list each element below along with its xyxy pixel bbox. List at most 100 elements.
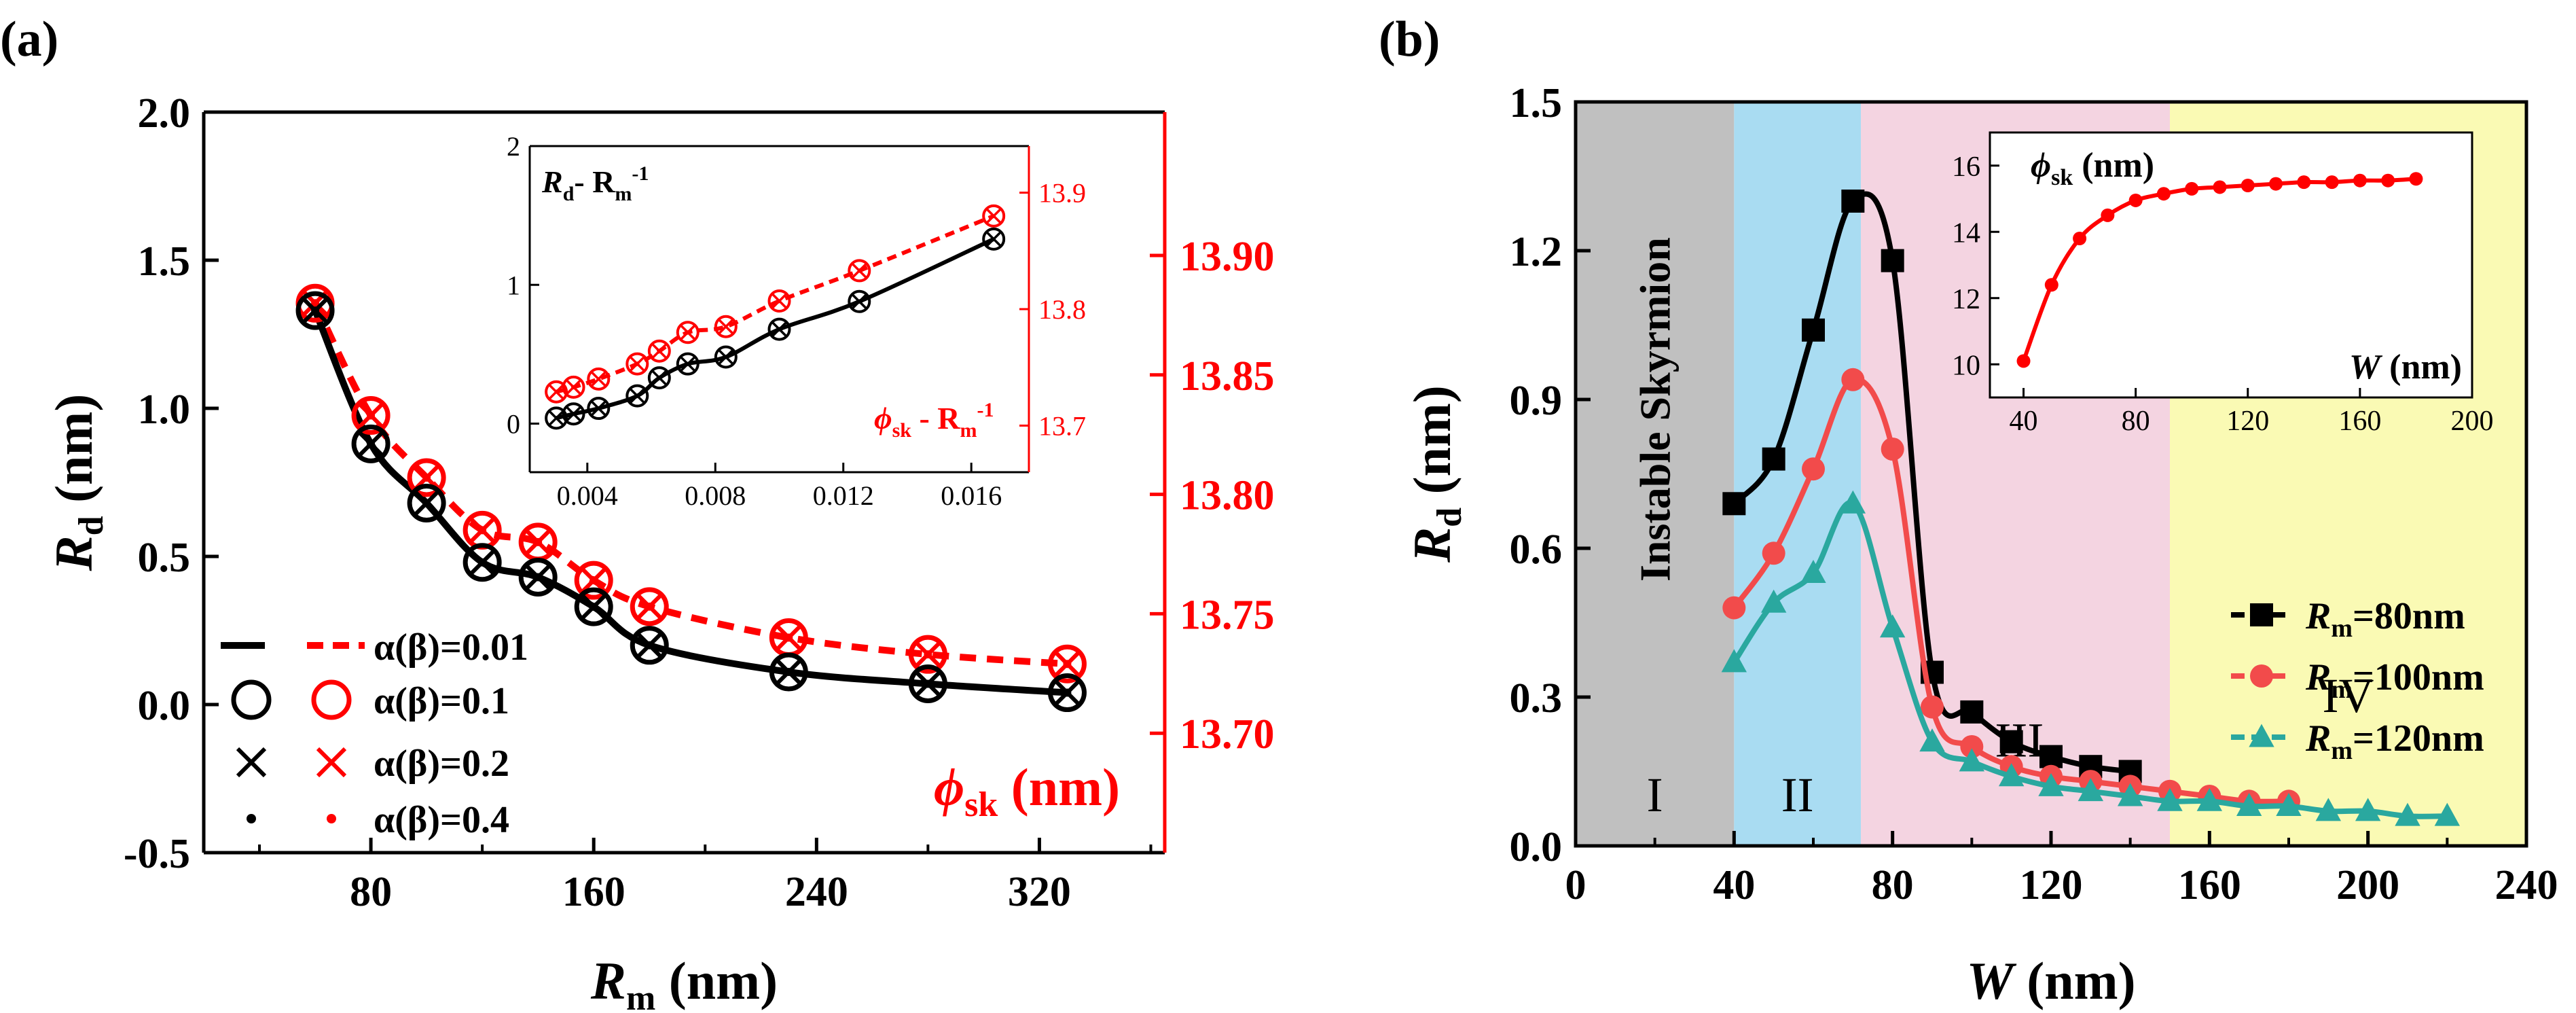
label-part: (nm)	[44, 394, 103, 516]
series-point-square	[1960, 700, 1984, 724]
legend-label: α(β)=0.1	[374, 680, 509, 722]
inset-b-x-tick-label: 80	[2122, 406, 2150, 437]
inset-b-point	[2269, 177, 2283, 191]
label-part: =80nm	[2353, 595, 2465, 637]
inset-a-rd-point-cross	[718, 349, 734, 365]
rd-point-circle	[295, 291, 335, 330]
inset-a-phi-point-cross	[852, 263, 867, 279]
inset-a-x-tick-label: 0.012	[813, 480, 874, 511]
label-part: m	[626, 979, 655, 1013]
y-tick-label: 0.5	[138, 535, 191, 581]
panel-a-label: (a)	[0, 12, 58, 67]
label-part: R	[1402, 527, 1462, 563]
inset-a-label-phi: ϕsk - Rm-1	[874, 399, 994, 442]
series-point-square	[1841, 190, 1865, 213]
label-part: - R	[911, 401, 960, 436]
x-tick-label: 240	[785, 869, 848, 915]
inset-b-point	[2381, 173, 2395, 188]
series-point-circle	[1722, 596, 1746, 620]
rd-point-dot	[534, 573, 543, 582]
inset-a-phi-point-circle	[647, 339, 671, 363]
inset-a-phi-point-circle	[982, 204, 1006, 228]
series-point-triangle	[1800, 559, 1826, 583]
legend-label: α(β)=0.2	[374, 743, 509, 785]
series-point-circle	[1881, 438, 1904, 461]
phi-sk-point-circle	[1047, 644, 1087, 683]
series-point-square	[1722, 492, 1746, 516]
phi-sk-point-circle	[908, 635, 947, 674]
x-tick-label: 80	[350, 869, 392, 915]
label-part: d	[1430, 508, 1469, 527]
rd-point-dot	[645, 641, 654, 650]
label-part: R	[2305, 656, 2331, 698]
rd-point-circle	[351, 424, 391, 463]
rd-point-circle	[462, 543, 502, 582]
label-part: sk	[892, 419, 912, 442]
legend-marker-dot-red	[327, 814, 336, 823]
label-part: R	[2305, 595, 2331, 637]
inset-a-rd-point-cross	[591, 400, 606, 416]
inset-a-phi-point-cross	[680, 325, 695, 340]
inset-b-point	[2156, 187, 2171, 201]
y-tick-label: 1.0	[138, 387, 191, 433]
y2-tick-label: 13.80	[1180, 473, 1275, 519]
inset-b-point	[2073, 232, 2087, 245]
series-point-triangle	[1721, 649, 1747, 673]
panel-b: (b) IIIIIIIVInstable Skyrmion04080120160…	[1379, 12, 2558, 1010]
series-point-triangle	[2276, 793, 2302, 817]
inset-b-point	[2409, 172, 2423, 186]
series-point-triangle	[1998, 763, 2025, 787]
label-part: W	[2349, 348, 2383, 387]
y-tick-label: 0.6	[1510, 527, 1563, 573]
label-part: R	[590, 951, 626, 1010]
inset-a-rd-point-circle	[562, 402, 585, 426]
legend-marker-dot-black	[247, 814, 256, 823]
inset-a-y-tick-label: 2	[507, 131, 520, 162]
inset-b-y-tick-label: 16	[1952, 152, 1980, 183]
y2-tick-label: 13.90	[1180, 234, 1275, 280]
rd-point-dot	[422, 499, 431, 508]
inset-a-y-tick-label: 1	[507, 270, 520, 300]
series-point-triangle	[2434, 802, 2461, 826]
rd-point-circle	[630, 626, 669, 665]
y-axis-label: Rd (nm)	[44, 394, 111, 572]
series-point-triangle	[2315, 798, 2342, 821]
series-point-triangle	[2078, 778, 2104, 802]
inset-b-point	[2101, 208, 2115, 222]
legend-b-marker-circle	[2250, 664, 2273, 688]
inset-a-rd-point-circle	[676, 352, 700, 376]
inset-a-x-tick-label: 0.008	[685, 480, 746, 511]
legend-marker-circle-black	[231, 679, 272, 720]
label-part: (nm)	[2380, 348, 2462, 387]
series-point-triangle	[1959, 748, 1985, 772]
inset-a-rd-point-cross	[680, 356, 695, 372]
inset-a-rd-point-circle	[647, 366, 671, 390]
inset-a-rd-point-cross	[548, 410, 564, 426]
y-axis-label: Rd (nm)	[1402, 385, 1469, 563]
inset-a-phi-point-circle	[714, 315, 738, 338]
phi-sk-point-dot	[534, 537, 543, 546]
inset-b-x-tick-label: 160	[2338, 406, 2381, 437]
legend-b-label: Rm=120nm	[2305, 717, 2484, 765]
panel-a: (a) 80 160 240 320-0.50.00.51.01.52.013.701…	[0, 12, 1275, 1013]
series-point-triangle	[1840, 490, 1866, 514]
inset-b-y-tick-label: 10	[1952, 350, 1980, 381]
series-point-circle	[1841, 368, 1865, 391]
label-part: (nm)	[1402, 385, 1462, 508]
x-tick-label: 120	[2020, 862, 2083, 908]
inset-b-x-tick-label: 200	[2451, 406, 2494, 437]
phi-sk-dashed-line	[312, 302, 1068, 668]
inset-a-y2-tick-label: 13.8	[1038, 294, 1086, 325]
label-part: -1	[632, 162, 649, 185]
legend-b-label: Rm=80nm	[2305, 595, 2465, 643]
series-point-circle	[1921, 695, 1944, 719]
rd-point-circle	[1047, 673, 1087, 713]
label-part: d	[563, 183, 575, 205]
series-point-triangle	[2157, 787, 2183, 811]
phi-sk-point-dot	[645, 602, 654, 611]
y2-tick-label: 13.85	[1180, 353, 1275, 399]
label-part: ϕ	[2031, 146, 2051, 185]
